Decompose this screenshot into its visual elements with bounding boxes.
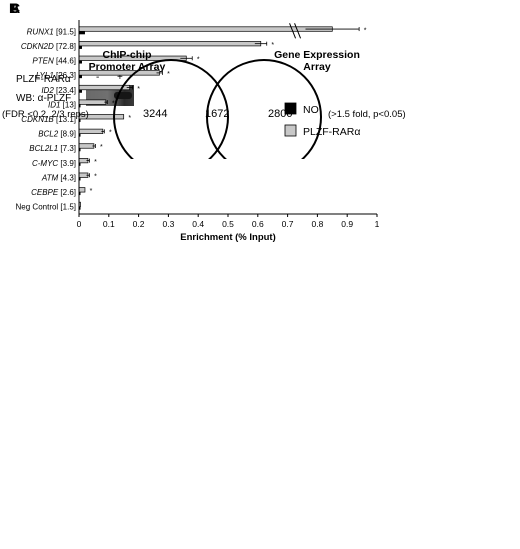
category-label: Neg Control [1.5] <box>16 203 76 212</box>
bar-plzf-rara <box>78 187 86 193</box>
venn-right-criteria: (>1.5 fold, p<0.05) <box>328 109 406 120</box>
panel-b: B * * * * * * * * * * * * RUNX1 [91.5] CDKN2D [72.8]… <box>0 0 380 390</box>
category-label: BCL2 [8.9] <box>38 130 76 139</box>
x-tick-label: 0.2 <box>133 219 145 229</box>
bar-no <box>79 192 81 196</box>
axis-break-mark <box>294 23 302 39</box>
axis-break-mark <box>289 23 297 39</box>
category-label: RUNX1 [91.5] <box>27 27 76 36</box>
x-tick-label: 1 <box>375 219 380 229</box>
x-tick-label: 0.9 <box>341 219 353 229</box>
legend-label: NO <box>303 104 319 116</box>
category-label: PTEN [44.6] <box>32 57 76 66</box>
x-tick-label: 0.1 <box>103 219 115 229</box>
venn-right-title: Gene Expression Array <box>262 49 372 73</box>
category-label: C-MYC [3.9] <box>32 159 76 168</box>
legend-swatch <box>284 124 297 137</box>
significance-star: * <box>364 27 367 34</box>
bar-no <box>79 177 81 181</box>
bar-no <box>79 119 81 122</box>
legend-swatch <box>284 102 297 115</box>
panel-b-letter: B <box>9 0 20 16</box>
category-label: CDKN2D [72.8] <box>21 42 76 51</box>
venn-left-title: ChIP-chip Promoter Array <box>72 49 182 73</box>
significance-star: * <box>128 115 131 122</box>
x-tick-label: 0 <box>77 219 82 229</box>
venn-left-title-line2: Promoter Array <box>88 61 166 73</box>
venn-right-title-line2: Array <box>303 61 331 73</box>
venn-circle-left <box>113 59 229 159</box>
venn-right-title-line1: Gene Expression <box>274 49 360 61</box>
x-tick-label: 0.7 <box>282 219 294 229</box>
blot-label: WB: α-PLZF <box>16 93 72 104</box>
significance-star: * <box>271 42 274 49</box>
x-tick-label: 0.3 <box>162 219 174 229</box>
panel-a: A - + PLZF-RARα WB: α-PLZF <box>0 0 140 140</box>
venn-left-criteria: (FDR <0.2, 2/3 reps) <box>2 109 89 120</box>
bar-no <box>79 89 82 93</box>
significance-star: * <box>112 100 115 107</box>
category-label: ATM [4.3] <box>41 173 76 182</box>
lane-label-plus: + <box>117 72 123 83</box>
blot-band <box>114 92 132 99</box>
significance-star: * <box>94 173 97 180</box>
venn-left-count: 3244 <box>143 108 168 120</box>
significance-star: * <box>167 71 170 78</box>
category-label: ID1 [13] <box>48 100 76 109</box>
bar-no <box>79 60 82 64</box>
x-tick-label: 0.8 <box>311 219 323 229</box>
bar-no <box>79 31 85 35</box>
x-tick-label: 0.6 <box>252 219 264 229</box>
lane-label-minus: - <box>96 72 100 83</box>
category-label: ID2 [23.4] <box>41 86 76 95</box>
venn-overlap-count: 1672 <box>205 108 230 120</box>
bar-no <box>79 104 81 108</box>
significance-star: * <box>197 57 200 64</box>
bar-no <box>79 45 82 49</box>
venn-right-count: 2800 <box>268 108 293 120</box>
significance-star: * <box>90 188 93 195</box>
significance-star: * <box>109 130 112 137</box>
bar-no <box>79 162 81 166</box>
x-tick-label: 0.5 <box>222 219 234 229</box>
x-axis-title: Enrichment (% Input) <box>180 232 276 243</box>
significance-star: * <box>137 86 140 93</box>
category-label: LYL1 [26.3] <box>36 71 76 80</box>
bar-no <box>79 133 81 137</box>
category-label: BCL2L1 [7.3] <box>29 144 76 153</box>
venn-diagram <box>113 59 322 159</box>
significance-star: * <box>100 144 103 151</box>
bar-no <box>79 206 81 210</box>
panel-c-letter: C <box>10 0 21 16</box>
category-label: CEBPE [2.6] <box>31 188 76 197</box>
row-label: PLZF-RARα <box>16 74 71 85</box>
bar-no <box>79 75 82 79</box>
category-label: CDKN1B [13.1] <box>21 115 76 124</box>
venn-circle-right <box>206 59 322 159</box>
panel-a-letter: A <box>10 0 21 16</box>
venn-left-title-line1: ChIP-chip <box>102 49 152 61</box>
significance-star: * <box>94 159 97 166</box>
bar-no <box>79 148 81 152</box>
x-tick-label: 0.4 <box>192 219 204 229</box>
